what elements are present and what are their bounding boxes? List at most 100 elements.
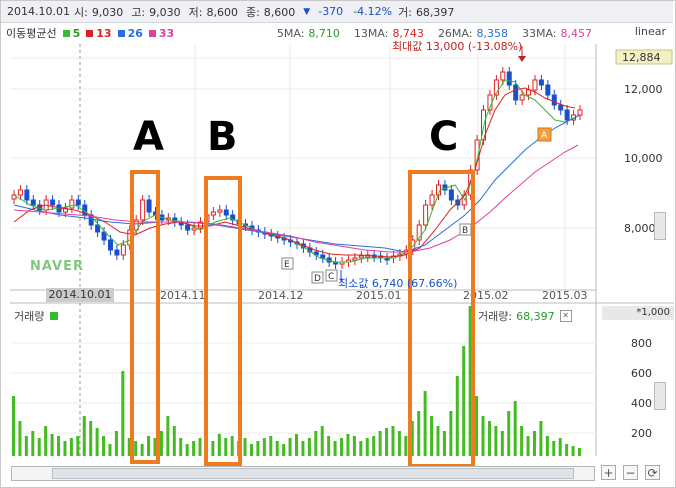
right-edge-handle[interactable] bbox=[654, 382, 666, 410]
candle-body bbox=[416, 224, 422, 241]
candle-body bbox=[114, 249, 120, 256]
close-icon[interactable]: ✕ bbox=[559, 310, 572, 322]
date-tick: 2015.01 bbox=[356, 289, 402, 302]
candle-body bbox=[545, 84, 551, 96]
volume-bar bbox=[385, 428, 389, 456]
volume-bar bbox=[552, 441, 556, 456]
ma13-value: 8,743 bbox=[392, 26, 424, 40]
volume-bar bbox=[89, 421, 93, 456]
volume-bar bbox=[134, 441, 138, 456]
volume-bar bbox=[417, 411, 421, 456]
candle-body bbox=[217, 209, 223, 213]
time-scrollbar[interactable] bbox=[11, 466, 595, 481]
volume-bar bbox=[172, 426, 176, 456]
current-price-tag: 12,884 bbox=[622, 51, 661, 64]
highlight-box-b bbox=[204, 176, 242, 466]
close-label: 종: bbox=[245, 5, 260, 19]
volume-bar bbox=[545, 436, 549, 456]
cursor-date-label: 2014.10.01 bbox=[46, 288, 114, 302]
candle-body bbox=[120, 244, 126, 256]
low-label: 저: bbox=[188, 5, 203, 19]
high-value: 9,030 bbox=[149, 5, 181, 19]
volume-bar bbox=[217, 434, 221, 456]
ma5-swatch bbox=[62, 29, 70, 37]
volume-bar bbox=[340, 438, 344, 456]
info-date: 2014.10.01 bbox=[7, 5, 70, 18]
volume-bar bbox=[314, 431, 318, 456]
candle-body bbox=[519, 94, 525, 101]
right-edge-handle[interactable] bbox=[654, 212, 666, 240]
volume-bar bbox=[430, 416, 434, 456]
ma13-label: 13MA: bbox=[353, 26, 389, 40]
candle-body bbox=[223, 209, 229, 216]
ma5-line bbox=[13, 79, 576, 263]
min-value-callout: 최소값 6,740 (67.66%) bbox=[338, 277, 458, 290]
volume-grid bbox=[10, 342, 596, 434]
volume-bar bbox=[121, 371, 125, 456]
candlestick-series bbox=[11, 67, 583, 269]
marker-d: D bbox=[314, 274, 321, 284]
volume-bar bbox=[114, 431, 118, 456]
volume-bar bbox=[558, 438, 562, 456]
volume-readout: 거래량: 68,397 ✕ bbox=[478, 308, 572, 324]
ma-legend-item-26[interactable]: 26 bbox=[117, 27, 143, 40]
volume-bar bbox=[397, 431, 401, 456]
candle-body bbox=[30, 199, 36, 206]
highlight-label-b: B bbox=[207, 114, 238, 160]
volume-bar bbox=[12, 396, 15, 456]
marker-e: E bbox=[284, 260, 290, 270]
candle-body bbox=[532, 79, 538, 91]
volume-bar bbox=[526, 436, 530, 456]
volume-bar bbox=[372, 436, 376, 456]
candle-body bbox=[107, 239, 113, 251]
volume-bar bbox=[449, 411, 453, 456]
volume-bar bbox=[442, 431, 446, 456]
candle-body bbox=[538, 79, 544, 86]
max-value-callout: 최대값 13,000 (-13.08%) bbox=[392, 40, 523, 53]
ma-legend-item-13[interactable]: 13 bbox=[86, 27, 112, 40]
price-tick: 12,000 bbox=[624, 83, 663, 96]
refresh-button[interactable]: ⟳ bbox=[645, 465, 660, 480]
volume-bar bbox=[63, 441, 67, 456]
volume-bar bbox=[410, 421, 414, 456]
ma13-swatch bbox=[86, 29, 94, 37]
volume-bar bbox=[487, 421, 491, 456]
candle-body bbox=[448, 189, 454, 201]
candle-body bbox=[551, 94, 557, 106]
candle-body bbox=[140, 199, 146, 221]
volume-bar bbox=[507, 411, 511, 456]
down-arrow-icon: ▼ bbox=[303, 6, 311, 17]
zoom-in-button[interactable]: + bbox=[601, 465, 616, 480]
volume-bar bbox=[307, 438, 311, 456]
volume-bar bbox=[352, 436, 356, 456]
ma-legend-item-33[interactable]: 33 bbox=[148, 27, 174, 40]
candle-body bbox=[526, 89, 532, 96]
price-tick: 10,000 bbox=[624, 152, 663, 165]
volume-bar bbox=[44, 426, 48, 456]
ma-legend-item-5[interactable]: 5 bbox=[62, 27, 80, 40]
candle-body bbox=[101, 231, 107, 241]
candle-body bbox=[50, 199, 56, 206]
open-label: 시: bbox=[73, 5, 88, 19]
scrollbar-thumb[interactable] bbox=[52, 468, 574, 479]
candle-body bbox=[230, 214, 236, 221]
volume-bar bbox=[346, 434, 350, 456]
zoom-out-button[interactable]: − bbox=[623, 465, 638, 480]
scale-mode-toggle[interactable]: linear bbox=[634, 25, 666, 38]
moving-average-legend: 이동평균선 5 13 26 33 bbox=[6, 25, 174, 41]
naver-watermark: NAVER bbox=[30, 259, 85, 274]
volume-bar bbox=[147, 436, 151, 456]
ma5-value: 8,710 bbox=[308, 26, 340, 40]
volume-bar bbox=[295, 434, 298, 456]
candle-body bbox=[320, 254, 326, 259]
high-label: 고: bbox=[131, 5, 146, 19]
ma5-label: 5MA: bbox=[276, 26, 305, 40]
price-tick: 8,000 bbox=[624, 222, 656, 235]
volume-bar bbox=[69, 438, 73, 456]
volume-bar bbox=[108, 444, 112, 456]
volume-value: 68,397 bbox=[415, 5, 455, 19]
ma-legend-title: 이동평균선 bbox=[6, 27, 57, 40]
volume-bar bbox=[256, 441, 260, 456]
date-tick: 2014.11 bbox=[160, 289, 206, 302]
